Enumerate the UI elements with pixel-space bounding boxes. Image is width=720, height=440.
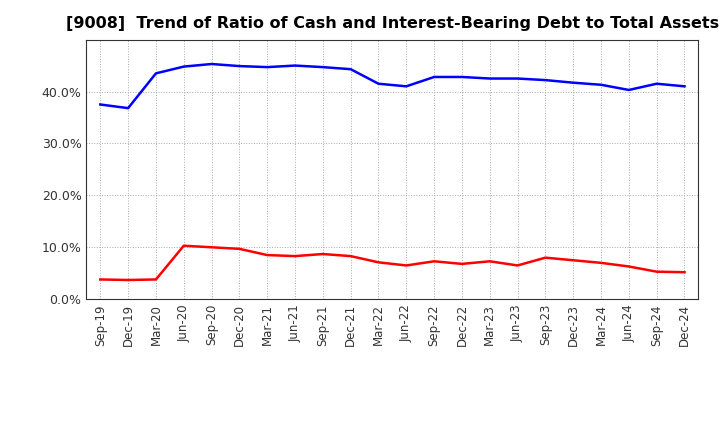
Interest-Bearing Debt — [179, 64, 188, 69]
Cash — [569, 258, 577, 263]
Interest-Bearing Debt — [402, 84, 410, 89]
Cash — [263, 253, 271, 258]
Line: Interest-Bearing Debt: Interest-Bearing Debt — [100, 64, 685, 108]
Cash — [152, 277, 161, 282]
Cash — [597, 260, 606, 265]
Cash — [96, 277, 104, 282]
Cash — [346, 253, 355, 259]
Cash — [485, 259, 494, 264]
Cash — [291, 253, 300, 259]
Cash — [430, 259, 438, 264]
Interest-Bearing Debt — [291, 63, 300, 68]
Interest-Bearing Debt — [430, 74, 438, 80]
Interest-Bearing Debt — [485, 76, 494, 81]
Cash — [402, 263, 410, 268]
Interest-Bearing Debt — [124, 106, 132, 111]
Cash — [458, 261, 467, 267]
Cash — [541, 255, 550, 260]
Interest-Bearing Debt — [152, 71, 161, 76]
Interest-Bearing Debt — [458, 74, 467, 80]
Interest-Bearing Debt — [624, 87, 633, 92]
Line: Cash: Cash — [100, 246, 685, 280]
Cash — [624, 264, 633, 269]
Cash — [207, 245, 216, 250]
Interest-Bearing Debt — [235, 63, 243, 69]
Interest-Bearing Debt — [207, 61, 216, 66]
Cash — [318, 251, 327, 257]
Interest-Bearing Debt — [569, 80, 577, 85]
Interest-Bearing Debt — [346, 66, 355, 72]
Interest-Bearing Debt — [513, 76, 522, 81]
Cash — [652, 269, 661, 274]
Interest-Bearing Debt — [541, 77, 550, 83]
Cash — [235, 246, 243, 252]
Cash — [124, 277, 132, 282]
Interest-Bearing Debt — [652, 81, 661, 86]
Interest-Bearing Debt — [263, 65, 271, 70]
Title: [9008]  Trend of Ratio of Cash and Interest-Bearing Debt to Total Assets: [9008] Trend of Ratio of Cash and Intere… — [66, 16, 719, 32]
Interest-Bearing Debt — [680, 84, 689, 89]
Cash — [513, 263, 522, 268]
Interest-Bearing Debt — [96, 102, 104, 107]
Interest-Bearing Debt — [597, 82, 606, 88]
Cash — [680, 270, 689, 275]
Interest-Bearing Debt — [374, 81, 383, 86]
Cash — [179, 243, 188, 248]
Cash — [374, 260, 383, 265]
Interest-Bearing Debt — [318, 65, 327, 70]
